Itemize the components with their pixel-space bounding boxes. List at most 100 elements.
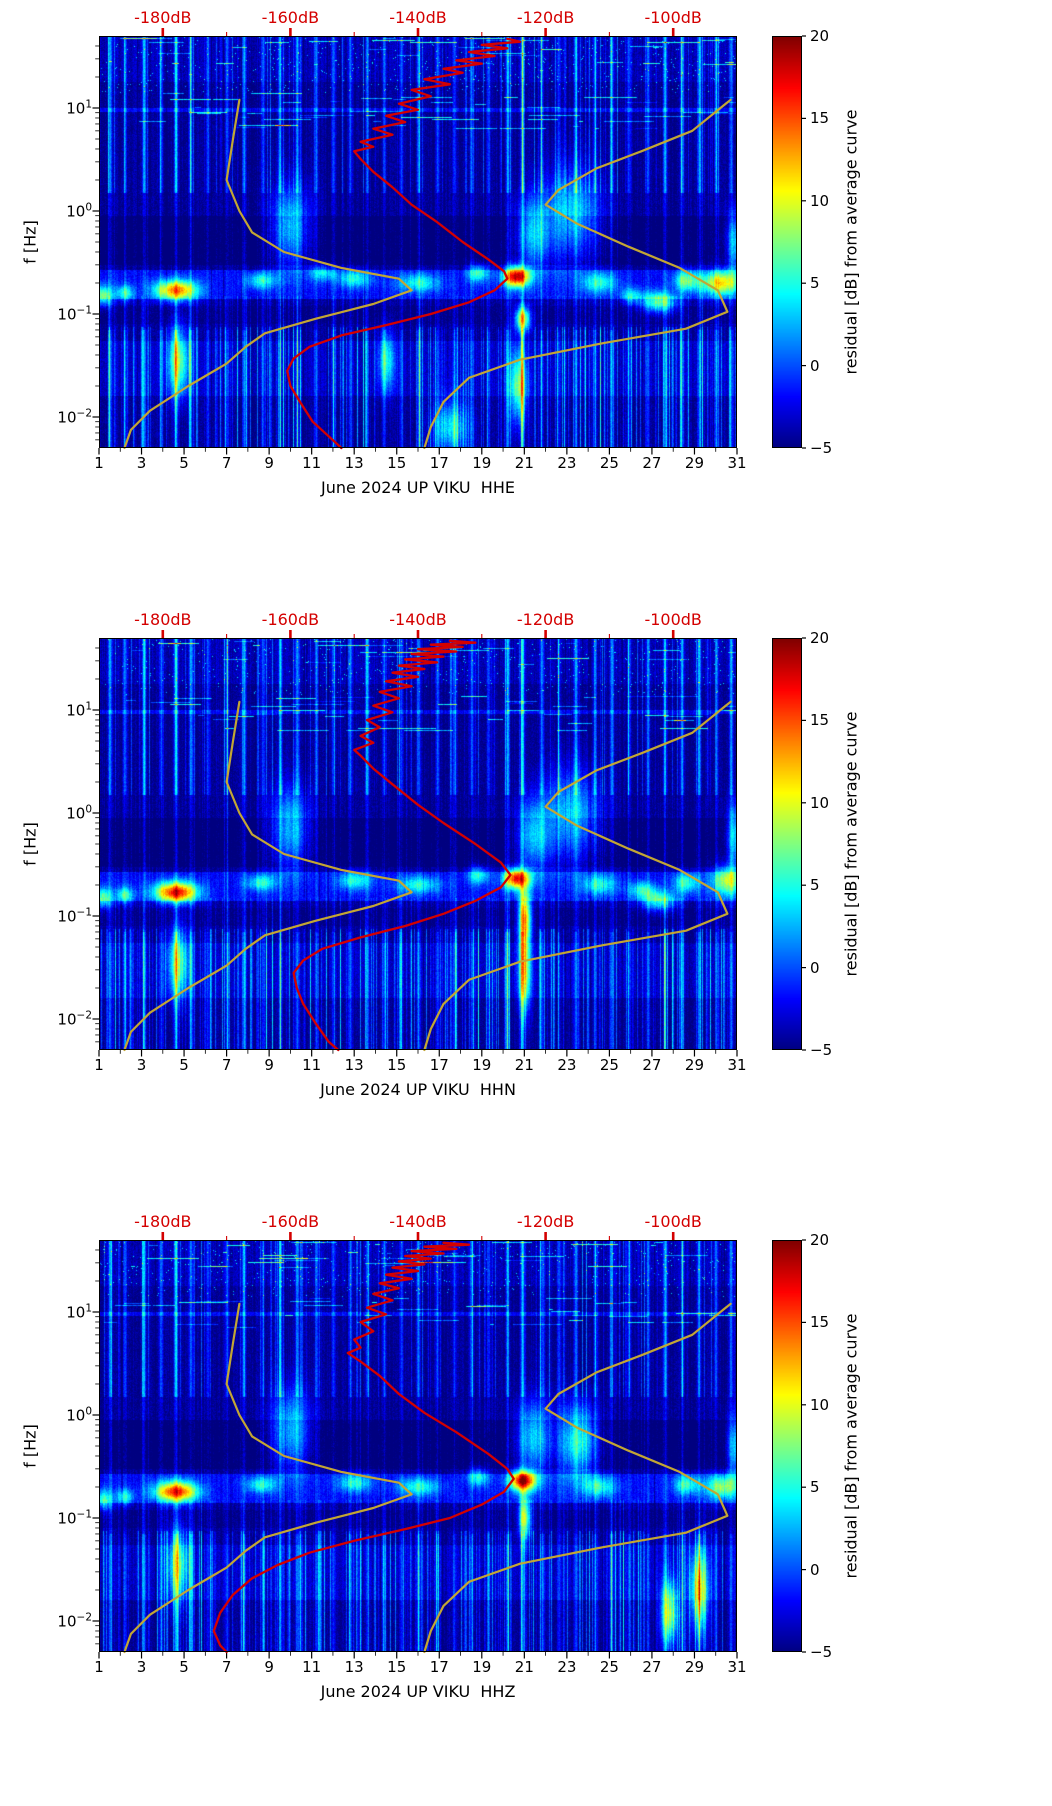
colorbar-tick-label: −5	[810, 1643, 833, 1661]
x-axis-tick-label: 7	[221, 454, 232, 472]
x-axis-tick-label: 19	[472, 454, 492, 472]
x-axis-tick-label: 17	[429, 1056, 449, 1074]
x-axis-tick-label: 31	[727, 1658, 747, 1676]
x-axis-tick-label: 5	[179, 1056, 189, 1074]
panel-hhn: f [Hz] -180dB -160dB -140dB -120dB -100dB 10…	[0, 602, 1052, 1204]
y-tick-exponent: −2	[76, 1009, 92, 1022]
high-noise-model-curve	[423, 700, 732, 1052]
top-axis-tick-label: -180dB	[134, 8, 192, 27]
x-axis-tick-label: 7	[221, 1056, 232, 1074]
top-axis-tick-label: -120dB	[516, 8, 575, 27]
top-axis-tick-label: -100dB	[644, 1212, 702, 1231]
spectrogram-plot-hhn	[92, 630, 738, 1057]
y-tick-labels: 101 100 10−1 10−2	[0, 36, 92, 448]
colorbar-tick-label: 20	[810, 1231, 830, 1249]
y-axis-tick-label: 10−2	[57, 1009, 92, 1029]
low-noise-model-curve	[123, 1302, 413, 1654]
colorbar-tick-label: 10	[810, 793, 830, 812]
x-axis-tick-label: 7	[221, 1658, 232, 1676]
x-axis-tick-label: 9	[264, 454, 274, 472]
y-tick-exponent: 0	[85, 1405, 92, 1418]
x-axis-tick-label: 15	[387, 454, 407, 472]
x-axis-tick-label: 25	[599, 1658, 619, 1676]
top-axis-labels: -180dB -160dB -140dB -120dB -100dB	[99, 602, 737, 629]
top-axis-tick-label: -160dB	[261, 610, 320, 629]
colorbar-tick-labels: 20 15 10 5 0 −5	[810, 27, 850, 457]
y-tick-labels: 101 100 10−1 10−2	[0, 1240, 92, 1652]
colorbar-tick-label: 0	[810, 356, 820, 375]
colorbar-tick-label: −5	[810, 439, 833, 457]
x-axis-tick-label: 29	[684, 454, 704, 472]
x-axis-tick-label: 19	[472, 1658, 492, 1676]
colorbar-ticks-hhz	[802, 1239, 806, 1653]
high-noise-model-curve	[423, 1302, 732, 1654]
top-axis-tick-label: -100dB	[644, 610, 702, 629]
y-axis-tick-label: 10−2	[57, 407, 92, 427]
top-axis-tick-label: -160dB	[261, 1212, 320, 1231]
y-axis-tick-label: 101	[66, 1302, 92, 1322]
colorbar-tick-label: 15	[810, 109, 830, 128]
top-axis-tick-label: -140dB	[389, 1212, 447, 1231]
colorbar-label: residual [dB] from average curve	[841, 109, 861, 375]
x-axis-tick-label: 9	[264, 1056, 274, 1074]
x-axis-tick-label: 21	[514, 1658, 534, 1676]
y-tick-exponent: −2	[76, 1611, 92, 1624]
mean-psd-curve	[292, 639, 512, 1052]
top-axis-tick-label: -180dB	[134, 610, 192, 629]
x-axis-tick-label: 31	[727, 1056, 747, 1074]
spectrogram-canvas-hhn	[99, 638, 737, 1050]
y-tick-exponent: −1	[76, 906, 92, 919]
x-axis-tick-label: 3	[136, 454, 147, 472]
y-tick-exponent: 0	[85, 201, 92, 214]
colorbar-tick-label: 5	[810, 274, 820, 293]
top-axis-labels: -180dB -160dB -140dB -120dB -100dB	[99, 1204, 737, 1231]
x-axis-tick-label: 13	[344, 1658, 364, 1676]
x-axis-tick-label: 31	[727, 454, 747, 472]
colorbar-tick-label: 20	[810, 629, 830, 647]
x-axis-tick-label: 29	[684, 1658, 704, 1676]
x-tick-labels: 1 3 5 7 9 11 13 15 17 19 21 23 25 27 29 31	[94, 1056, 746, 1076]
y-tick-exponent: 1	[85, 98, 92, 111]
colorbar-tick-label: −5	[810, 1041, 833, 1059]
x-axis-tick-label: 1	[94, 1658, 104, 1676]
top-axis-tick-label: -140dB	[389, 8, 447, 27]
x-axis-tick-label: 15	[387, 1658, 407, 1676]
x-axis-tick-label: 13	[344, 454, 364, 472]
colorbar-label: residual [dB] from average curve	[841, 711, 861, 977]
x-axis-tick-label: 21	[514, 1056, 534, 1074]
mean-psd-curve	[212, 1241, 515, 1654]
x-axis-tick-label: 17	[429, 454, 449, 472]
y-tick-exponent: 1	[85, 1302, 92, 1315]
colorbar-tick-label: 15	[810, 711, 830, 730]
spectrogram-plot-hhe	[92, 28, 738, 455]
x-axis-tick-label: 11	[302, 1658, 322, 1676]
colorbar-tick-labels: 20 15 10 5 0 −5	[810, 1231, 850, 1661]
y-tick-labels: 101 100 10−1 10−2	[0, 638, 92, 1050]
colorbar-hhe	[772, 35, 806, 449]
colorbar-label: residual [dB] from average curve	[841, 1313, 861, 1579]
colorbar-hhz	[772, 1239, 806, 1653]
x-axis-tick-label: 1	[94, 1056, 104, 1074]
top-axis-tick-label: -180dB	[134, 1212, 192, 1231]
x-axis-tick-label: 27	[642, 454, 662, 472]
spectrogram-canvas-hhe	[99, 36, 737, 448]
x-tick-labels: 1 3 5 7 9 11 13 15 17 19 21 23 25 27 29 31	[94, 1658, 746, 1678]
plot-overlay-hhn	[92, 630, 738, 1057]
y-axis-tick-label: 10−2	[57, 1611, 92, 1631]
colorbar-tick-label: 5	[810, 876, 820, 895]
top-axis-tick-label: -120dB	[516, 1212, 575, 1231]
y-axis-tick-label: 10−1	[57, 906, 92, 926]
high-noise-model-curve	[423, 98, 732, 450]
x-axis-tick-label: 23	[557, 1056, 577, 1074]
colorbar-ticks-hhe	[802, 35, 806, 449]
x-axis-label-hhz: June 2024 UP VIKU HHZ	[320, 1682, 516, 1701]
colorbar-tick-label: 5	[810, 1478, 820, 1497]
x-axis-tick-label: 29	[684, 1056, 704, 1074]
x-axis-tick-label: 3	[136, 1056, 147, 1074]
spectrogram-plot-hhz	[92, 1232, 738, 1659]
x-axis-tick-label: 5	[179, 454, 189, 472]
y-tick-exponent: −1	[76, 304, 92, 317]
colorbar-tick-label: 20	[810, 27, 830, 45]
x-axis-tick-label: 5	[179, 1658, 189, 1676]
